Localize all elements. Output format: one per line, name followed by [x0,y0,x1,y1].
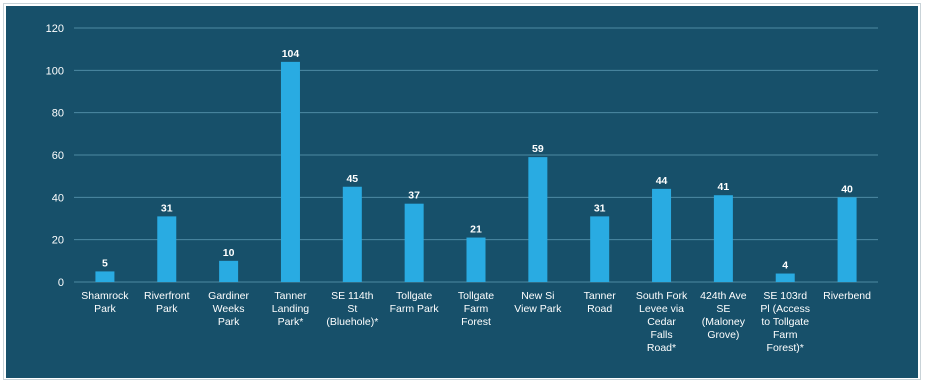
bar-chart: 0 20 40 60 80 100 120 5 31 10 104 45 37 21 59 31 44 41 4 4… [6,6,918,378]
chart-background [6,6,918,378]
data-label: 4 [782,260,788,272]
data-label: 31 [161,202,173,214]
x-tick-label: SE 114th St (Bluehole)* [326,290,378,328]
data-label: 104 [282,48,300,60]
bar [466,237,486,282]
y-tick-label: 80 [52,108,64,120]
data-label: 10 [223,247,235,259]
bar [157,216,177,282]
data-labels: 5 31 10 104 45 37 21 59 31 44 41 4 40 [102,48,853,272]
data-label: 21 [470,224,482,236]
bar [775,273,795,282]
x-tick-label: Shamrock Park [81,290,129,315]
x-tick-label: Gardiner Weeks Park [208,290,249,328]
y-tick-label: 40 [52,192,64,204]
y-tick-label: 100 [46,65,64,77]
x-tick-label: Tanner Road [584,290,617,315]
bar [95,271,115,282]
data-label: 45 [346,173,358,185]
gridlines [74,27,878,283]
bar [280,61,300,282]
x-tick-label: SE 103rd Pl (Access to Tollgate Farm Forest)… [760,290,810,354]
bar [713,195,733,282]
x-tick-label: Riverbend [823,290,871,302]
bar [837,197,857,282]
bar [528,157,548,282]
y-tick-label: 60 [52,150,64,162]
y-tick-label: 0 [58,277,64,289]
x-tick-label: Tanner Landing Park* [272,290,310,328]
x-axis: Shamrock Park Riverfront Park Gardiner Weeks P… [81,290,871,354]
bar [219,260,239,282]
data-label: 31 [594,202,606,214]
bar [404,203,424,282]
x-tick-label: 424th Ave SE (Maloney Grove) [700,290,747,341]
bars [95,61,857,282]
x-tick-label: South Fork Levee via Cedar Falls Road* [636,290,688,354]
y-tick-label: 120 [46,23,64,35]
bar [342,186,362,282]
data-label: 37 [408,190,420,202]
data-label: 5 [102,257,108,269]
data-label: 40 [841,183,853,195]
data-label: 41 [718,181,730,193]
bar [652,188,672,282]
data-label: 59 [532,143,544,155]
bar [590,216,610,282]
data-label: 44 [656,175,668,187]
y-axis: 0 20 40 60 80 100 120 [46,23,64,289]
x-tick-label: New Si View Park [514,290,562,315]
x-tick-label: Tollgate Farm Park [390,290,440,315]
x-tick-label: Riverfront Park [144,290,190,315]
y-tick-label: 20 [52,235,64,247]
x-tick-label: Tollgate Farm Forest [458,290,494,328]
